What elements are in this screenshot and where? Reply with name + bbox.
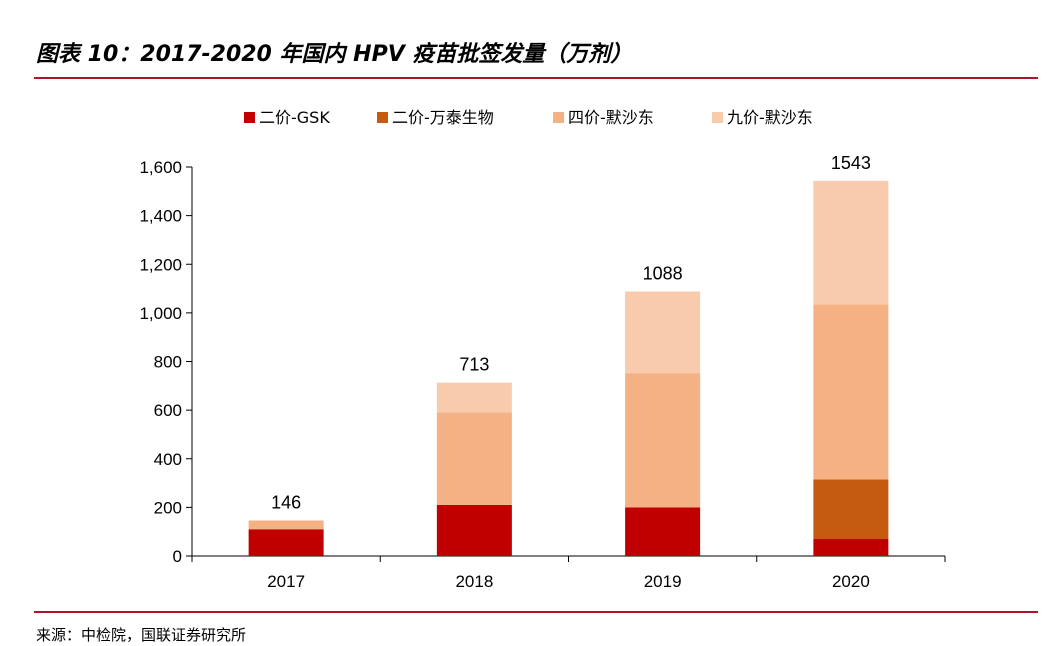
bar-total-label: 146 (271, 493, 301, 513)
legend-label: 九价-默沙东 (727, 108, 813, 127)
y-tick-label: 600 (154, 401, 182, 420)
bar-segment (625, 291, 701, 374)
bar-segment (436, 412, 512, 505)
legend-label: 二价-万泰生物 (392, 108, 494, 127)
bar-segment (813, 479, 889, 539)
bar-segment (625, 373, 701, 508)
y-tick-label: 800 (154, 353, 182, 372)
bar-segment (813, 180, 889, 305)
x-tick-label: 2019 (644, 572, 682, 591)
bar-segment (813, 304, 889, 480)
x-tick-label: 2018 (455, 572, 493, 591)
y-tick-label: 1,600 (139, 158, 182, 177)
bar-segment (248, 529, 324, 556)
y-tick-label: 1,400 (139, 207, 182, 226)
source-divider (34, 611, 1038, 613)
legend-swatch (712, 112, 723, 123)
bar-total-label: 713 (459, 355, 489, 375)
y-tick-label: 1,000 (139, 304, 182, 323)
x-tick-label: 2017 (267, 572, 305, 591)
figure-title: 图表 10：2017-2020 年国内 HPV 疫苗批签发量（万剂） (36, 42, 633, 67)
x-tick-label: 2020 (832, 572, 870, 591)
bar-total-label: 1088 (643, 263, 683, 283)
legend-label: 四价-默沙东 (568, 108, 654, 127)
legend-swatch (377, 112, 388, 123)
legend-swatch (244, 112, 255, 123)
bar-segment (625, 507, 701, 556)
bar-total-label: 1543 (831, 153, 871, 173)
y-tick-label: 200 (154, 498, 182, 517)
legend-swatch (553, 112, 564, 123)
legend-label: 二价-GSK (259, 108, 330, 127)
figure-source: 来源：中检院，国联证券研究所 (36, 626, 247, 644)
y-tick-label: 400 (154, 450, 182, 469)
y-tick-label: 0 (173, 547, 182, 566)
bar-segment (813, 538, 889, 556)
bar-segment (436, 382, 512, 413)
y-tick-label: 1,200 (139, 255, 182, 274)
bar-segment (248, 520, 324, 530)
bar-segment (436, 504, 512, 556)
title-divider (34, 77, 1038, 79)
